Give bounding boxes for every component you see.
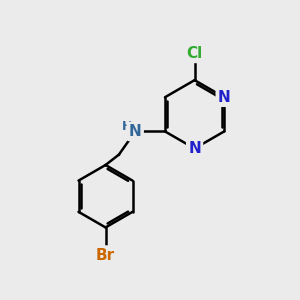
Text: Cl: Cl [187, 46, 203, 61]
Text: H: H [122, 120, 132, 133]
Text: N: N [218, 90, 231, 105]
Text: N: N [129, 124, 142, 139]
Text: Br: Br [96, 248, 115, 262]
Text: N: N [188, 141, 201, 156]
